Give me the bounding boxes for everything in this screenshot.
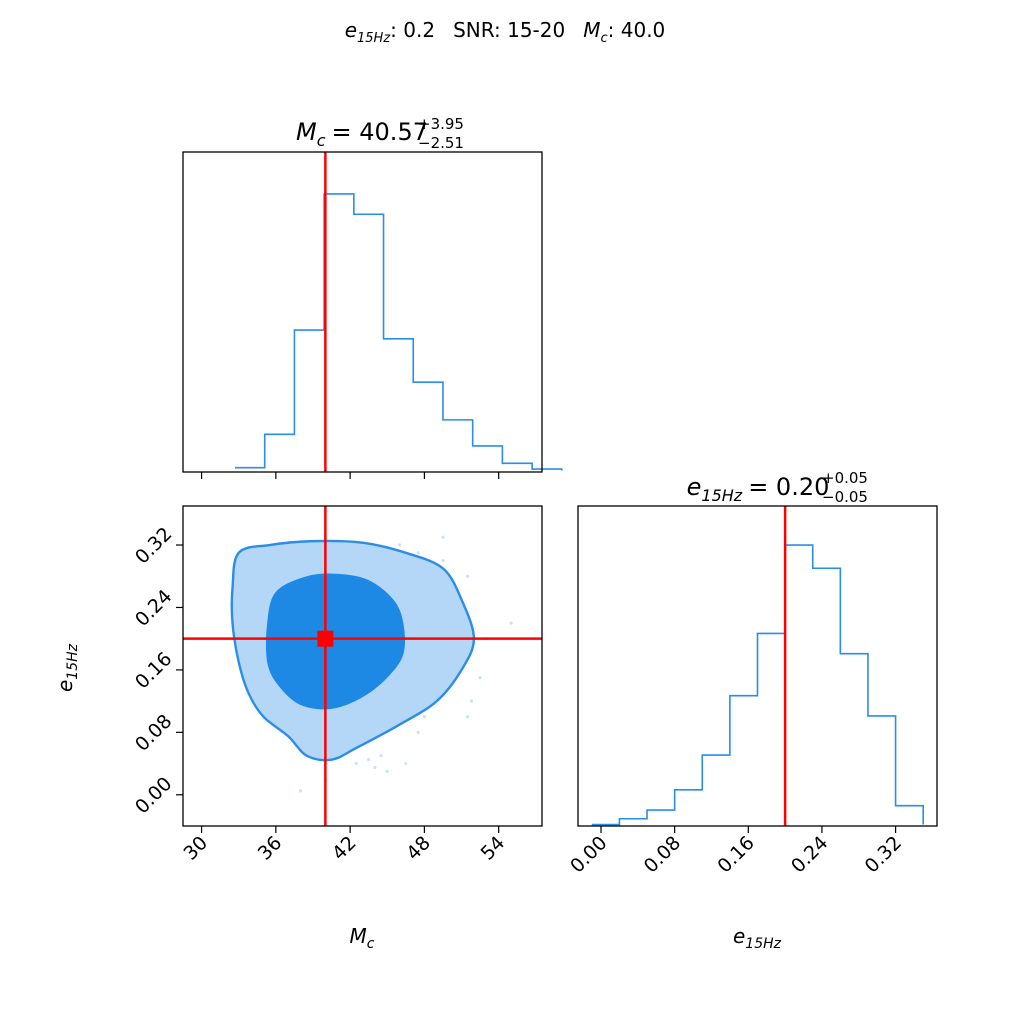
header-mc-value: : 40.0 <box>608 18 666 42</box>
hist-bin <box>896 806 924 826</box>
hist-bin <box>702 755 730 826</box>
y-tick-label: 0.24 <box>131 585 176 630</box>
x-tick-label: 0.24 <box>787 832 832 877</box>
joint-xlabel: Mc <box>350 924 375 952</box>
joint-truth-marker <box>317 630 334 647</box>
header-snr: SNR: 15-20 <box>453 18 565 42</box>
scatter-point <box>466 574 470 578</box>
joint-panel: 30 36 42 48 54 0.00 0.08 0.16 0.24 0.32 Mc e15Hz <box>53 505 543 952</box>
scatter-point <box>404 761 408 766</box>
mc-marginal-frame <box>182 151 543 473</box>
mc-marginal-ticks <box>200 472 500 479</box>
mc-marginal-title: Mc = 40.57 <box>296 118 428 150</box>
hist-bin <box>813 568 841 826</box>
e-histogram <box>591 544 924 826</box>
e-marginal-panel: e15Hz = 0.20 +0.05 −0.05 0.00 0.08 0.16 0.24… <box>566 469 938 952</box>
x-tick-label: 0.08 <box>640 832 685 877</box>
mc-marginal-title-minus: −2.51 <box>418 134 464 152</box>
hist-bin <box>354 214 384 472</box>
e-marginal-title: e15Hz = 0.20 <box>687 473 830 505</box>
figure-header: e15Hz: 0.2 SNR: 15-20 Mc: 40.0 <box>345 18 666 46</box>
scatter-point <box>299 789 303 793</box>
hist-bin <box>443 420 473 472</box>
hist-bin <box>758 633 786 826</box>
scatter-point <box>509 621 513 625</box>
x-tick-label: 0.00 <box>566 832 611 877</box>
e-marginal-frame <box>577 505 938 827</box>
x-tick-label: 54 <box>477 832 510 865</box>
y-tick-label: 0.16 <box>131 648 176 693</box>
hist-bin <box>647 810 675 826</box>
x-tick-label: 36 <box>254 832 287 865</box>
scatter-point <box>416 551 420 555</box>
x-tick-label: 48 <box>402 832 435 865</box>
joint-y-ticks: 0.00 0.08 0.16 0.24 0.32 <box>131 523 183 818</box>
scatter-point <box>478 676 482 680</box>
hist-bin <box>730 696 758 826</box>
header-mc-label: M <box>583 18 600 42</box>
x-tick-label: 42 <box>328 832 361 865</box>
y-tick-label: 0.32 <box>131 523 176 568</box>
x-tick-label: 0.32 <box>861 832 906 877</box>
e-marginal-title-minus: −0.05 <box>822 488 868 506</box>
hist-bin <box>324 194 354 472</box>
scatter-point <box>469 699 474 703</box>
header-e-sub: 15Hz <box>357 31 391 46</box>
hist-bin <box>675 790 703 826</box>
hist-bin <box>265 434 295 472</box>
scatter-point <box>398 543 402 547</box>
scatter-point <box>354 761 358 766</box>
e-x-ticks: 0.00 0.08 0.16 0.24 0.32 <box>566 826 906 877</box>
scatter-point <box>441 559 445 563</box>
hist-bin <box>473 446 503 472</box>
hist-bin <box>868 716 896 826</box>
hist-step-line <box>591 544 924 826</box>
joint-x-ticks: 30 36 42 48 54 <box>179 826 509 865</box>
hist-bin <box>840 654 868 826</box>
hist-bin <box>294 330 324 472</box>
hist-bin <box>785 545 813 826</box>
hist-bin <box>619 819 647 826</box>
e-marginal-title-plus: +0.05 <box>822 469 868 487</box>
x-tick-label: 0.16 <box>713 832 758 877</box>
x-tick-label: 30 <box>179 832 212 865</box>
scatter-point <box>385 769 389 773</box>
header-mc-sub: c <box>601 31 608 46</box>
scatter-point <box>367 758 371 762</box>
mc-marginal-panel: Mc = 40.57 +3.95 −2.51 <box>182 115 563 479</box>
hist-bin <box>502 463 532 472</box>
joint-ylabel: e15Hz <box>53 643 81 692</box>
y-tick-label: 0.00 <box>131 773 176 818</box>
header-e-label: e <box>345 18 357 42</box>
joint-contour-inner <box>265 573 405 710</box>
scatter-point <box>422 715 426 719</box>
scatter-point <box>373 765 377 770</box>
hist-bin <box>384 339 414 472</box>
scatter-point <box>379 754 383 758</box>
joint-frame <box>182 505 543 827</box>
hist-step-line <box>234 193 563 471</box>
y-tick-label: 0.08 <box>131 710 176 755</box>
scatter-point <box>416 730 420 734</box>
scatter-point <box>441 535 445 539</box>
header-e-value: : 0.2 <box>390 18 435 42</box>
e-xlabel: e15Hz <box>733 924 782 952</box>
scatter-point <box>466 715 470 719</box>
hist-bin <box>413 382 443 472</box>
mc-marginal-title-plus: +3.95 <box>418 115 464 133</box>
mc-histogram <box>234 193 563 472</box>
